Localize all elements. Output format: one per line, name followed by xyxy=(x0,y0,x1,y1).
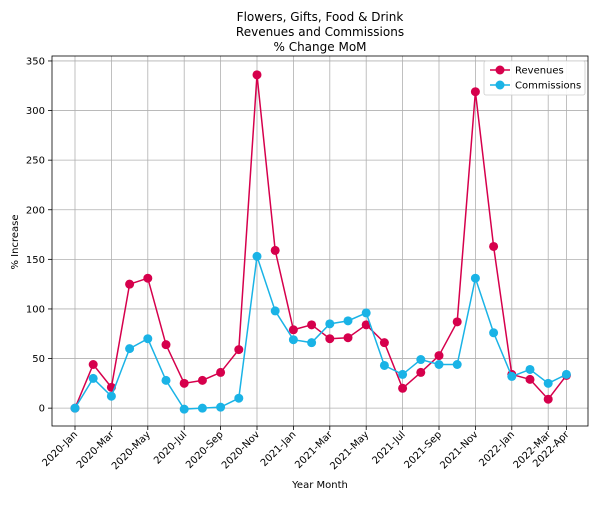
data-point-revenues xyxy=(234,345,244,355)
y-tick-label: 0 xyxy=(39,404,45,415)
data-point-revenues xyxy=(179,378,189,388)
data-point-revenues xyxy=(325,334,335,344)
data-point-commissions xyxy=(416,355,426,365)
x-tick-label: 2020-Jul xyxy=(152,429,189,466)
chart-title-line-1: Flowers, Gifts, Food & Drink xyxy=(237,10,404,24)
y-tick-label: 350 xyxy=(26,56,45,67)
y-tick-label: 200 xyxy=(26,205,45,216)
data-point-commissions xyxy=(525,364,535,374)
data-point-commissions xyxy=(489,328,499,338)
data-point-revenues xyxy=(343,333,353,343)
data-point-commissions xyxy=(161,375,171,385)
legend: Revenues Commissions xyxy=(483,60,586,96)
data-point-commissions xyxy=(379,360,389,370)
y-axis-label: % Increase xyxy=(10,215,21,270)
y-tick-label: 150 xyxy=(26,255,45,266)
x-tick-label: 2020-May xyxy=(110,429,153,472)
data-point-revenues xyxy=(216,367,226,377)
x-tick-label: 2020-Nov xyxy=(220,429,262,471)
data-point-commissions xyxy=(307,338,317,348)
series-line-revenues xyxy=(74,74,567,409)
x-tick-label: 2020-Sep xyxy=(184,429,226,471)
x-tick-label: 2021-Nov xyxy=(438,429,480,471)
data-point-commissions xyxy=(197,403,207,413)
chart-title-line-3: % Change MoM xyxy=(273,40,366,54)
data-point-commissions xyxy=(452,359,462,369)
series-line-commissions xyxy=(74,256,567,410)
legend-label-commissions: Commissions xyxy=(515,81,581,92)
legend-marker-revenues xyxy=(495,65,505,75)
data-point-revenues xyxy=(416,367,426,377)
x-tick-label: 2021-May xyxy=(328,429,371,472)
data-point-commissions xyxy=(561,369,571,379)
data-point-commissions xyxy=(270,306,280,316)
chart-title: Flowers, Gifts, Food & Drink Revenues an… xyxy=(236,10,404,54)
series xyxy=(70,70,571,414)
data-point-revenues xyxy=(489,241,499,251)
grid xyxy=(52,56,588,426)
data-point-commissions xyxy=(125,344,135,354)
data-point-revenues xyxy=(197,375,207,385)
data-point-revenues xyxy=(470,87,480,97)
data-point-commissions xyxy=(507,371,517,381)
data-point-commissions xyxy=(361,308,371,318)
y-tick-label: 250 xyxy=(26,156,45,167)
data-point-commissions xyxy=(343,316,353,326)
x-tick-label: 2021-Sep xyxy=(402,429,444,471)
data-point-commissions xyxy=(234,393,244,403)
data-point-revenues xyxy=(525,374,535,384)
data-point-commissions xyxy=(143,334,153,344)
x-tick-label: 2021-Jul xyxy=(370,429,407,466)
data-point-revenues xyxy=(307,320,317,330)
data-point-revenues xyxy=(161,340,171,350)
axes: 0501001502002503003502020-Jan2020-Mar202… xyxy=(26,55,589,472)
data-point-commissions xyxy=(252,251,262,261)
data-point-revenues xyxy=(252,70,262,80)
data-point-commissions xyxy=(216,402,226,412)
data-point-revenues xyxy=(288,325,298,335)
data-point-revenues xyxy=(88,359,98,369)
plot-frame xyxy=(51,55,589,427)
chart-title-line-2: Revenues and Commissions xyxy=(236,25,404,39)
data-point-revenues xyxy=(270,245,280,255)
data-point-commissions xyxy=(70,403,80,413)
data-point-commissions xyxy=(434,359,444,369)
data-point-revenues xyxy=(398,383,408,393)
data-point-revenues xyxy=(143,273,153,283)
data-point-commissions xyxy=(325,319,335,329)
data-point-commissions xyxy=(470,273,480,283)
data-point-commissions xyxy=(543,378,553,388)
data-point-revenues xyxy=(452,317,462,327)
data-point-commissions xyxy=(288,335,298,345)
data-point-revenues xyxy=(361,320,371,330)
data-point-revenues xyxy=(379,338,389,348)
data-point-revenues xyxy=(543,394,553,404)
x-axis-label: Year Month xyxy=(291,480,348,491)
legend-marker-commissions xyxy=(495,80,505,90)
legend-label-revenues: Revenues xyxy=(515,66,564,77)
data-point-revenues xyxy=(125,279,135,289)
data-point-revenues xyxy=(434,351,444,361)
data-point-commissions xyxy=(179,404,189,414)
y-tick-label: 300 xyxy=(26,106,45,117)
y-tick-label: 50 xyxy=(32,354,45,365)
y-tick-label: 100 xyxy=(26,304,45,315)
data-point-commissions xyxy=(106,391,116,401)
data-point-commissions xyxy=(88,373,98,383)
data-point-commissions xyxy=(398,369,408,379)
